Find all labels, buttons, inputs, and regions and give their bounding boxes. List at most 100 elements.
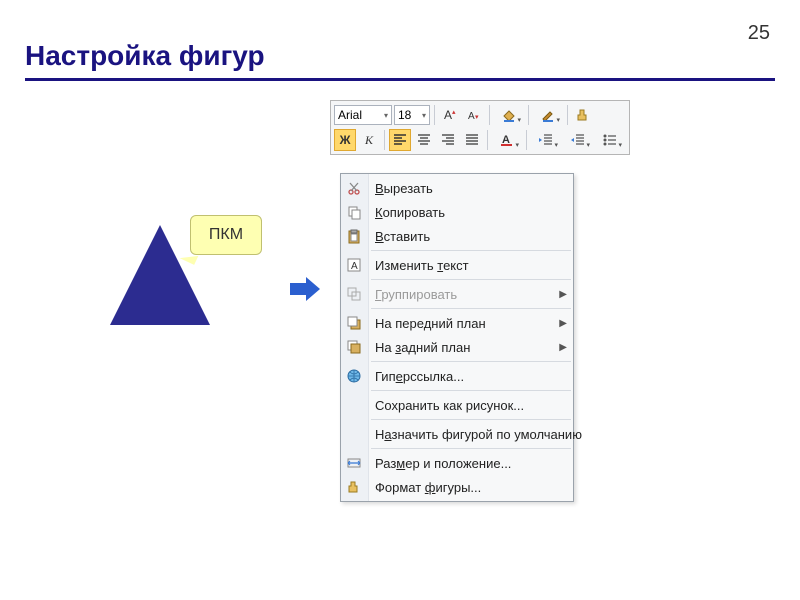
context-menu-separator: [371, 448, 571, 449]
callout-label: ПКМ: [209, 226, 243, 244]
blank-icon: [345, 396, 363, 414]
context-menu-separator: [371, 361, 571, 362]
separator: [567, 105, 568, 125]
chevron-right-icon: ▶: [559, 342, 567, 353]
font-size-select[interactable]: 18 ▾: [394, 105, 430, 125]
context-menu-item[interactable]: A Изменить текст: [341, 253, 573, 277]
bullets-button[interactable]: [595, 129, 625, 151]
fill-color-button[interactable]: [494, 104, 524, 126]
context-menu-separator: [371, 419, 571, 420]
context-menu-item-label: Назначить фигурой по умолчанию: [375, 427, 582, 442]
context-menu-item[interactable]: Вставить: [341, 224, 573, 248]
decrease-indent-button[interactable]: [531, 129, 561, 151]
context-menu-item-label: На передний план: [375, 316, 555, 331]
context-menu-separator: [371, 308, 571, 309]
align-left-button[interactable]: [389, 129, 411, 151]
chevron-down-icon: ▾: [422, 111, 426, 120]
italic-button[interactable]: К: [358, 129, 380, 151]
font-name-select[interactable]: Arial ▾: [334, 105, 392, 125]
callout-pkm: ПКМ: [190, 215, 262, 255]
context-menu-item[interactable]: Копировать: [341, 200, 573, 224]
font-color-button[interactable]: A: [492, 129, 522, 151]
separator: [526, 130, 527, 150]
page-number: 25: [748, 22, 770, 45]
chevron-right-icon: ▶: [559, 289, 567, 300]
line-color-button[interactable]: [533, 104, 563, 126]
context-menu-item[interactable]: Формат фигуры...: [341, 475, 573, 499]
context-menu-item[interactable]: Вырезать: [341, 176, 573, 200]
decrease-indent-icon: [538, 133, 554, 147]
context-menu-item-label: Гиперссылка...: [375, 369, 555, 384]
group-icon: [345, 285, 363, 303]
bold-icon: Ж: [340, 133, 351, 147]
italic-icon: К: [365, 133, 373, 148]
align-justify-icon: [465, 133, 479, 147]
svg-text:▴: ▴: [452, 109, 456, 116]
bring-front-icon: [345, 314, 363, 332]
svg-text:▾: ▾: [475, 114, 479, 121]
align-center-button[interactable]: [413, 129, 435, 151]
font-name-value: Arial: [338, 108, 362, 122]
svg-text:A: A: [468, 111, 475, 122]
align-justify-button[interactable]: [461, 129, 483, 151]
align-left-icon: [393, 133, 407, 147]
align-center-icon: [417, 133, 431, 147]
toolbar-row-1: Arial ▾ 18 ▾ A▴ A▾: [334, 104, 626, 126]
context-menu-separator: [371, 390, 571, 391]
font-size-value: 18: [398, 108, 411, 122]
chevron-down-icon: ▾: [384, 111, 388, 120]
paste-icon: [345, 227, 363, 245]
cut-icon: [345, 179, 363, 197]
context-menu-item-label: Изменить текст: [375, 258, 555, 273]
format-icon: [345, 478, 363, 496]
formatting-toolbar: Arial ▾ 18 ▾ A▴ A▾ Ж К: [330, 100, 630, 155]
paint-bucket-icon: [501, 107, 517, 123]
format-painter-button[interactable]: [572, 104, 594, 126]
context-menu-item-label: Копировать: [375, 205, 555, 220]
chevron-right-icon: ▶: [559, 318, 567, 329]
edit-text-icon: A: [345, 256, 363, 274]
size-pos-icon: [345, 454, 363, 472]
context-menu-separator: [371, 250, 571, 251]
context-menu-item-label: Размер и положение...: [375, 456, 555, 471]
context-menu-item-label: На задний план: [375, 340, 555, 355]
context-menu-item-label: Вырезать: [375, 181, 555, 196]
font-color-icon: A: [499, 132, 515, 148]
context-menu-item[interactable]: На передний план ▶: [341, 311, 573, 335]
context-menu-item: Группировать ▶: [341, 282, 573, 306]
context-menu-item-label: Группировать: [375, 287, 555, 302]
pen-icon: [540, 107, 556, 123]
context-menu-item[interactable]: Размер и положение...: [341, 451, 573, 475]
separator: [384, 130, 385, 150]
context-menu-item[interactable]: Гиперссылка...: [341, 364, 573, 388]
increase-indent-button[interactable]: [563, 129, 593, 151]
separator: [487, 130, 488, 150]
context-menu: Вырезать Копировать Вставить A Изменить текс…: [340, 173, 574, 502]
context-menu-item-label: Формат фигуры...: [375, 480, 555, 495]
increase-indent-icon: [570, 133, 586, 147]
context-menu-item-label: Вставить: [375, 229, 555, 244]
context-menu-item-label: Сохранить как рисунок...: [375, 398, 555, 413]
align-right-icon: [441, 133, 455, 147]
copy-icon: [345, 203, 363, 221]
page-title: Настройка фигур: [25, 40, 265, 72]
bullets-icon: [602, 133, 618, 147]
blank-icon: [345, 425, 363, 443]
align-right-button[interactable]: [437, 129, 459, 151]
context-menu-item[interactable]: На задний план ▶: [341, 335, 573, 359]
context-menu-item[interactable]: Назначить фигурой по умолчанию: [341, 422, 573, 446]
shrink-font-icon: A▾: [466, 107, 482, 123]
grow-font-icon: A▴: [442, 107, 458, 123]
shrink-font-button[interactable]: A▾: [463, 104, 485, 126]
brush-icon: [575, 107, 591, 123]
context-menu-separator: [371, 279, 571, 280]
context-menu-item[interactable]: Сохранить как рисунок...: [341, 393, 573, 417]
separator: [489, 105, 490, 125]
svg-text:A: A: [351, 261, 358, 272]
toolbar-row-2: Ж К A: [334, 129, 626, 151]
hyperlink-icon: [345, 367, 363, 385]
grow-font-button[interactable]: A▴: [439, 104, 461, 126]
separator: [434, 105, 435, 125]
separator: [528, 105, 529, 125]
bold-button[interactable]: Ж: [334, 129, 356, 151]
